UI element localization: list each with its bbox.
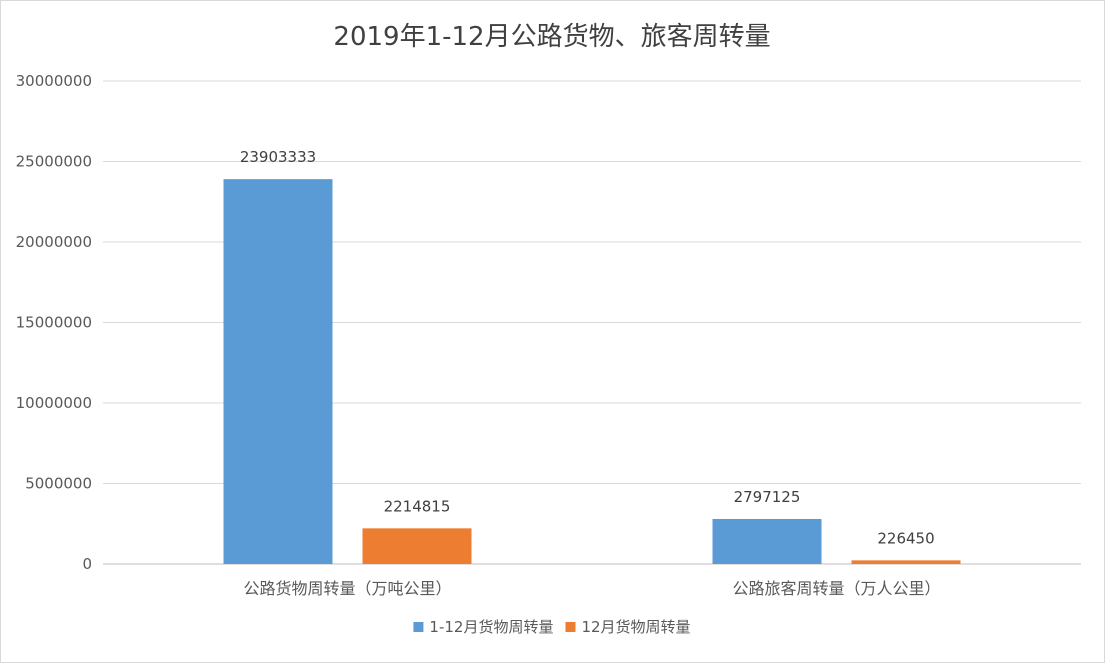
y-tick-label: 25000000 (16, 153, 92, 171)
data-label: 2214815 (384, 497, 451, 515)
y-tick-label: 10000000 (16, 394, 92, 412)
legend-label: 1-12月货物周转量 (429, 618, 553, 636)
bar (223, 179, 333, 564)
x-category-label: 公路旅客周转量（万人公里） (732, 579, 940, 598)
data-labels: 23903333 2214815 2797125 226450 (240, 148, 935, 547)
legend: 1-12月货物周转量 12月货物周转量 (413, 618, 691, 636)
data-label: 226450 (877, 529, 934, 547)
bar (362, 528, 472, 564)
y-axis-tick-labels: 0 5000000 10000000 15000000 20000000 25000000… (16, 72, 92, 573)
legend-swatch (565, 622, 576, 632)
x-category-label: 公路货物周转量（万吨公里） (243, 579, 451, 598)
y-tick-label: 5000000 (25, 475, 92, 493)
bar (851, 560, 961, 564)
legend-swatch (413, 622, 424, 632)
y-tick-label: 15000000 (16, 314, 92, 332)
data-label: 2797125 (734, 488, 801, 506)
chart-title: 2019年1-12月公路货物、旅客周转量 (333, 22, 770, 52)
legend-label: 12月货物周转量 (581, 618, 690, 636)
legend-item: 1-12月货物周转量 (413, 618, 553, 636)
bar (712, 518, 822, 564)
bars (223, 179, 961, 564)
y-tick-label: 30000000 (16, 72, 92, 90)
y-tick-label: 20000000 (16, 233, 92, 251)
y-tick-label: 0 (82, 555, 92, 573)
legend-item: 12月货物周转量 (565, 618, 691, 636)
x-axis-category-labels: 公路货物周转量（万吨公里） 公路旅客周转量（万人公里） (243, 579, 940, 598)
data-label: 23903333 (240, 148, 316, 166)
